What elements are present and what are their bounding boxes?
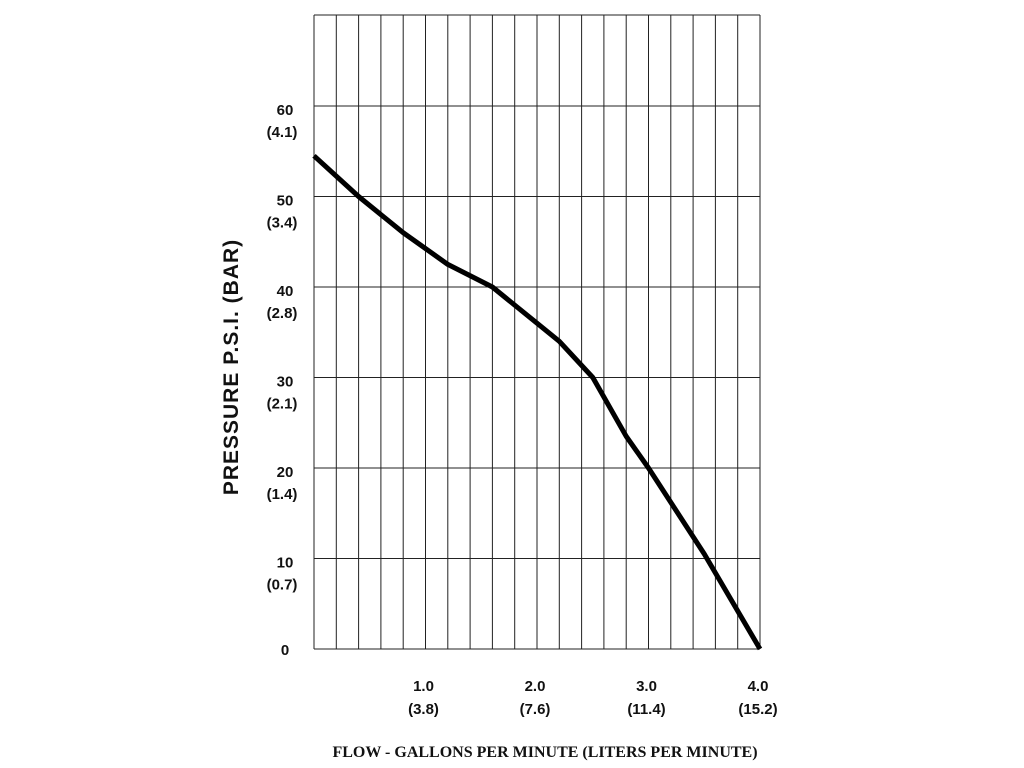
y-tick-sublabel: (0.7): [267, 577, 298, 594]
x-axis-label: FLOW - GALLONS PER MINUTE (LITERS PER MI…: [332, 744, 757, 761]
x-tick-sublabel: (11.4): [627, 701, 665, 718]
y-tick-label: 60: [277, 102, 294, 119]
y-tick-label: 20: [277, 464, 294, 481]
grid: [313, 14, 761, 650]
y-tick-sublabel: (4.1): [267, 124, 298, 141]
y-tick-label: 10: [277, 555, 294, 572]
y-tick-sublabel: (2.8): [267, 305, 298, 322]
x-tick-sublabel: (15.2): [738, 701, 777, 718]
x-tick-sublabel: (7.6): [520, 701, 551, 718]
y-tick-sublabel: (3.4): [267, 215, 298, 232]
y-axis-label: PRESSURE P.S.I. (BAR): [220, 239, 243, 495]
y-tick-label: 30: [277, 374, 294, 391]
y-tick-label: 0: [281, 642, 289, 659]
x-tick-label: 4.0: [748, 678, 769, 695]
y-tick-sublabel: (1.4): [267, 486, 298, 503]
series-line: [312, 153, 763, 651]
y-tick-label: 50: [277, 193, 294, 210]
series-layer: [312, 153, 763, 651]
x-tick-label: 1.0: [413, 678, 434, 695]
y-tick-label: 40: [277, 283, 294, 300]
x-tick-label: 3.0: [636, 678, 657, 695]
x-axis-ticks: 1.0 (3.8) 2.0 (7.6) 3.0 (11.4) 4.0 (15.2): [408, 678, 778, 718]
x-tick-label: 2.0: [525, 678, 546, 695]
y-axis-ticks: 0 10 (0.7) 20 (1.4) 30 (2.1) 40 (2.8) 50 (3.4) 60 (4…: [267, 102, 298, 659]
y-tick-sublabel: (2.1): [267, 396, 298, 413]
x-tick-sublabel: (3.8): [408, 701, 439, 718]
